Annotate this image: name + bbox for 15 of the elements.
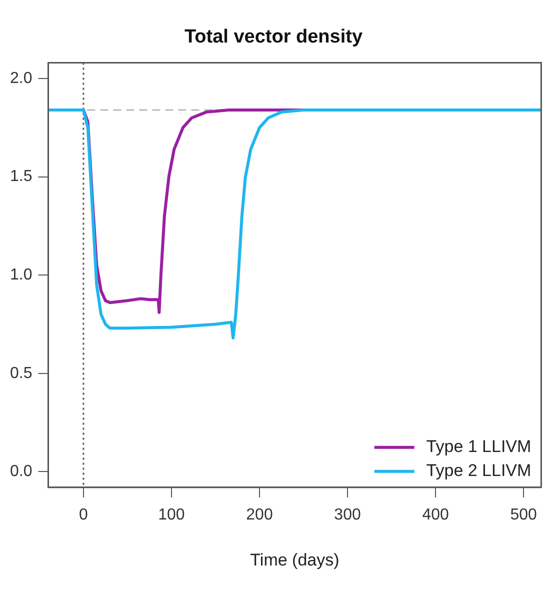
legend-label: Type 2 LLIVM <box>426 461 532 480</box>
x-tick-label: 400 <box>422 506 449 524</box>
x-tick-label: 500 <box>510 506 538 524</box>
y-tick-label: 1.0 <box>10 266 32 284</box>
chart-title: Total vector density <box>184 26 363 48</box>
y-tick-label: 2.0 <box>10 70 32 87</box>
y-tick-label: 1.5 <box>10 168 32 186</box>
x-tick-label: 300 <box>334 506 361 524</box>
legend-label: Type 1 LLIVM <box>426 437 532 456</box>
x-tick-label: 100 <box>158 506 185 524</box>
x-tick-label: 200 <box>246 506 273 524</box>
x-tick-label: 0 <box>79 506 88 524</box>
x-axis-title: Time (days) <box>250 550 340 570</box>
y-tick-label: 0.5 <box>10 364 32 382</box>
y-tick-label: 0.0 <box>10 463 32 480</box>
